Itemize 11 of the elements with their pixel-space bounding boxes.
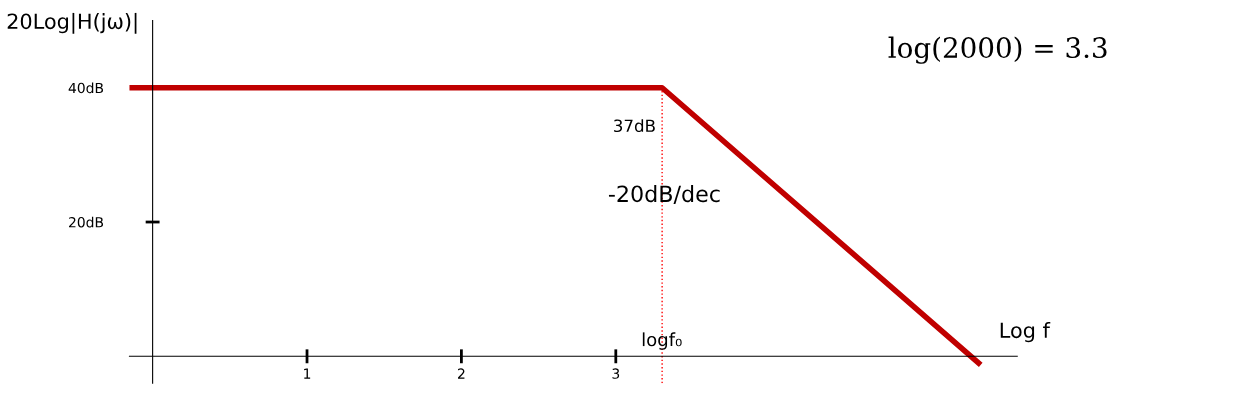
annotation: log(2000) = 3.3 [888,36,1107,64]
x-tick-label: 2 [458,368,465,379]
annotation: -20dB/dec [608,184,720,204]
x-tick-label: 3 [612,368,620,379]
y-tick-label: 20dB [69,216,104,228]
x-axis-title: Log f [1000,322,1051,343]
annotation: logf₀ [642,332,682,350]
y-tick-label: 40dB [68,82,104,94]
y-axis-title: 20Log|H(jω)| [7,12,137,34]
annotation: 37dB [614,119,655,133]
x-tick-label: 1 [304,368,311,379]
